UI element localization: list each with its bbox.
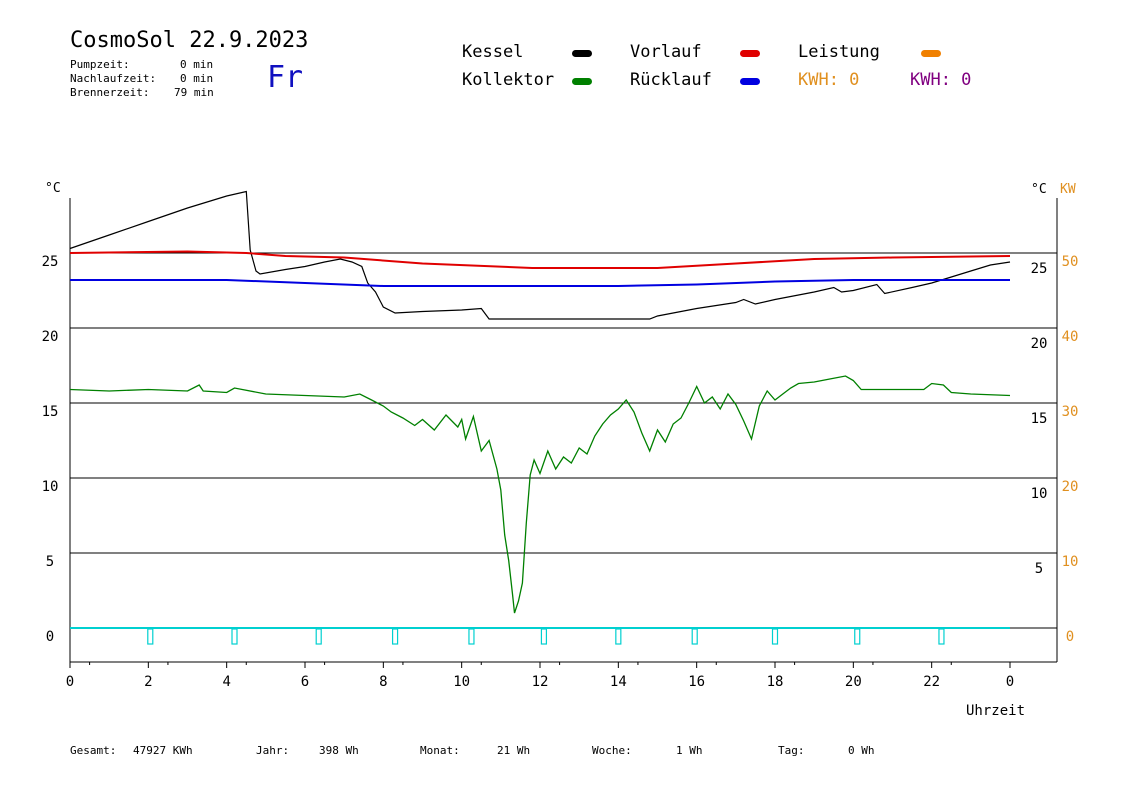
pulse-marker bbox=[771, 628, 779, 645]
series-rcklauf bbox=[70, 279, 1010, 287]
pulse-marker bbox=[315, 628, 322, 645]
footer-gesamt-label: Gesamt: bbox=[70, 744, 117, 757]
x-tick-label: 20 bbox=[845, 674, 862, 690]
legend-leistung-label: Leistung bbox=[798, 42, 880, 62]
x-tick-label: 0 bbox=[1006, 674, 1014, 690]
x-tick-label: 10 bbox=[453, 674, 470, 690]
y-kw-tick-label: 0 bbox=[1066, 629, 1074, 645]
y-left-tick-label: 0 bbox=[46, 629, 54, 645]
footer-jahr-label: Jahr: bbox=[256, 744, 290, 757]
pulse-marker bbox=[231, 628, 238, 645]
x-tick-label: 6 bbox=[301, 674, 309, 690]
legend-vorlauf-label: Vorlauf bbox=[630, 42, 702, 62]
pulse-marker bbox=[468, 628, 475, 645]
stat-brennerzeit-label: Brennerzeit: bbox=[70, 86, 150, 99]
y-kw-tick-label: 40 bbox=[1062, 329, 1079, 345]
pulse-marker bbox=[147, 628, 154, 645]
x-tick-label: 16 bbox=[688, 674, 705, 690]
x-tick-label: 12 bbox=[532, 674, 549, 690]
y-kw-tick-label: 10 bbox=[1062, 554, 1079, 570]
y-right-tick-label: 15 bbox=[1031, 411, 1048, 427]
stat-brennerzeit-value: 79 min bbox=[174, 86, 214, 99]
x-tick-label: 18 bbox=[767, 674, 784, 690]
y-left-tick-label: 5 bbox=[46, 554, 54, 570]
stat-nachlaufzeit-value: 0 min bbox=[180, 72, 214, 85]
y-left-tick-label: 10 bbox=[42, 479, 59, 495]
y-left-tick-label: 15 bbox=[42, 404, 59, 420]
pulse-marker bbox=[938, 628, 945, 645]
kwh-label-orange: KWH: 0 bbox=[798, 70, 860, 90]
series-kollektor bbox=[69, 375, 1011, 614]
legend-kessel-label: Kessel bbox=[462, 42, 524, 62]
pulse-marker bbox=[854, 628, 861, 645]
pulse-marker bbox=[615, 628, 622, 645]
legend-vorlauf-swatch bbox=[740, 50, 760, 57]
footer-jahr-value: 398 Wh bbox=[319, 744, 359, 757]
y-right-tick-label: 20 bbox=[1031, 336, 1048, 352]
footer-woche-label: Woche: bbox=[592, 744, 632, 757]
y-right-tick-label: 5 bbox=[1035, 561, 1043, 577]
legend-ruecklauf-swatch bbox=[740, 78, 760, 85]
y-kw-tick-label: 50 bbox=[1062, 254, 1079, 270]
x-axis-label: Uhrzeit bbox=[966, 703, 1025, 719]
y-right-tick-label: 25 bbox=[1031, 261, 1048, 277]
weekday-label: Fr bbox=[267, 60, 304, 95]
legend-ruecklauf-label: Rücklauf bbox=[630, 70, 712, 90]
pulse-marker bbox=[540, 628, 548, 645]
y-left-tick-label: 25 bbox=[42, 254, 59, 270]
stat-pumpzeit-label: Pumpzeit: bbox=[70, 58, 130, 71]
x-tick-label: 22 bbox=[923, 674, 940, 690]
page-title: CosmoSol 22.9.2023 bbox=[70, 28, 309, 53]
y-right-unit: °C bbox=[1031, 182, 1047, 197]
y-kw-unit: KW bbox=[1060, 182, 1076, 197]
legend-kessel-swatch bbox=[572, 50, 592, 57]
y-kw-tick-label: 30 bbox=[1062, 404, 1079, 420]
footer-monat-label: Monat: bbox=[420, 744, 460, 757]
footer-monat-value: 21 Wh bbox=[497, 744, 531, 757]
legend-kollektor-label: Kollektor bbox=[462, 70, 555, 90]
y-kw-tick-label: 20 bbox=[1062, 479, 1079, 495]
x-tick-label: 0 bbox=[66, 674, 74, 690]
y-right-tick-label: 10 bbox=[1031, 486, 1048, 502]
series-vorlauf bbox=[69, 250, 1011, 269]
stat-pumpzeit-value: 0 min bbox=[180, 58, 214, 71]
footer-woche-value: 1 Wh bbox=[676, 744, 703, 757]
x-tick-label: 4 bbox=[222, 674, 230, 690]
pulse-marker bbox=[691, 628, 698, 645]
legend-kollektor-swatch bbox=[572, 78, 592, 85]
footer-gesamt-value: 47927 KWh bbox=[133, 744, 193, 757]
x-tick-label: 8 bbox=[379, 674, 387, 690]
x-tick-label: 14 bbox=[610, 674, 627, 690]
y-left-unit: °C bbox=[45, 181, 61, 196]
legend-leistung-swatch bbox=[921, 50, 941, 57]
y-left-tick-label: 20 bbox=[42, 329, 59, 345]
pulse-marker bbox=[391, 628, 399, 645]
x-tick-label: 2 bbox=[144, 674, 152, 690]
footer-tag-value: 0 Wh bbox=[848, 744, 875, 757]
series-kessel bbox=[69, 190, 1011, 320]
kwh-label-purple: KWH: 0 bbox=[910, 70, 972, 90]
stat-nachlaufzeit-label: Nachlaufzeit: bbox=[70, 72, 157, 85]
footer-tag-label: Tag: bbox=[778, 744, 805, 757]
